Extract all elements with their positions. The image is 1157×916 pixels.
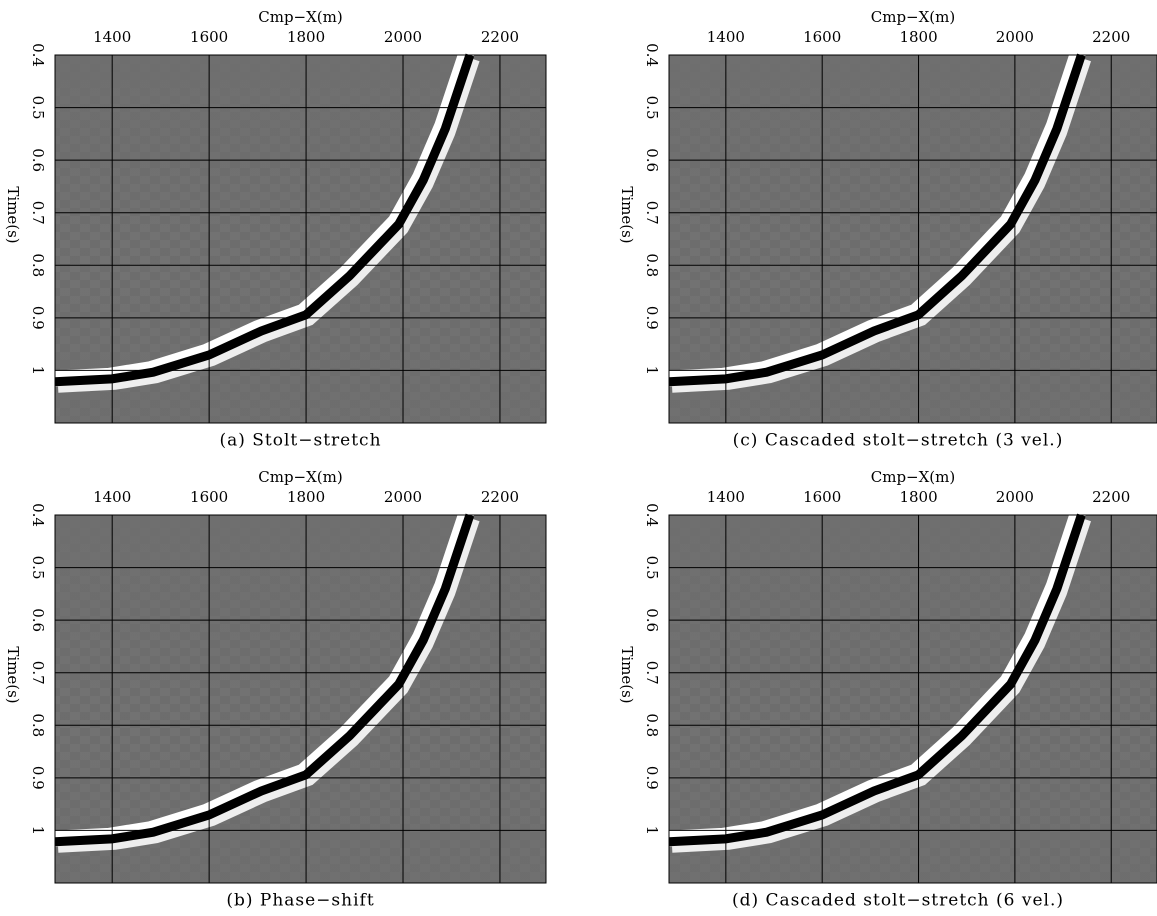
x-axis-label: Cmp−X(m) (258, 8, 342, 26)
panel: 1400 1600 1800 2000 2200 0.4 0.5 0.6 0.7 0.8 0.9 1 C… (4, 8, 547, 451)
y-tick-label: 0.8 (29, 253, 47, 277)
x-tick-label: 1600 (190, 488, 228, 506)
panel-caption: (a) Stolt−stretch (219, 431, 381, 451)
seismic-shade (669, 515, 1157, 883)
seismic-shade (55, 55, 546, 423)
x-tick-label: 1800 (899, 488, 937, 506)
seismic-shade (669, 55, 1157, 423)
x-tick-label: 1400 (707, 28, 745, 46)
seismic-event (54, 513, 475, 847)
y-tick-label: 0.6 (643, 608, 661, 632)
x-tick-label: 1600 (803, 488, 841, 506)
y-tick-label: 0.7 (643, 661, 661, 685)
y-tick-label: 0.9 (29, 306, 47, 330)
y-tick-label: 0.8 (643, 253, 661, 277)
y-tick-label: 0.7 (29, 661, 47, 685)
y-tick-label: 0.9 (643, 306, 661, 330)
y-tick-label: 0.4 (643, 503, 661, 527)
y-tick-label: 0.6 (29, 148, 47, 172)
x-tick-label: 2000 (384, 488, 422, 506)
y-tick-label: 0.6 (643, 148, 661, 172)
y-tick-label: 0.4 (643, 43, 661, 67)
y-tick-label: 1 (29, 366, 47, 376)
plot-frame (54, 514, 547, 884)
panel: 1400 1600 1800 2000 2200 0.4 0.5 0.6 0.7 0.8 0.9 1 C… (4, 468, 547, 911)
panel-caption: (b) Phase−shift (226, 891, 374, 911)
seismic-event (668, 53, 1086, 387)
x-tick-label: 1800 (287, 28, 325, 46)
panel-caption: (c) Cascaded stolt−stretch (3 vel.) (733, 431, 1064, 451)
x-tick-label: 1600 (803, 28, 841, 46)
y-tick-label: 1 (29, 826, 47, 836)
panel: 1400 1600 1800 2000 2200 0.4 0.5 0.6 0.7 0.8 0.9 1 C… (618, 468, 1157, 911)
x-axis-label: Cmp−X(m) (871, 8, 955, 26)
y-tick-label: 1 (643, 366, 661, 376)
plot-frame (54, 54, 547, 424)
panel-caption: (d) Cascaded stolt−stretch (6 vel.) (732, 891, 1064, 911)
x-tick-label: 1600 (190, 28, 228, 46)
x-tick-label: 2200 (1092, 488, 1130, 506)
x-tick-label: 1400 (93, 28, 131, 46)
x-tick-label: 2000 (996, 488, 1034, 506)
y-tick-label: 0.8 (29, 713, 47, 737)
y-axis-label: Time(s) (4, 646, 22, 703)
seismic-event (668, 513, 1086, 847)
x-tick-label: 1400 (93, 488, 131, 506)
y-tick-label: 0.4 (29, 503, 47, 527)
x-tick-label: 2200 (481, 28, 519, 46)
y-axis-label: Time(s) (4, 186, 22, 243)
plot-frame (668, 54, 1157, 424)
y-axis-label: Time(s) (618, 186, 636, 243)
y-tick-label: 0.6 (29, 608, 47, 632)
x-tick-label: 1400 (707, 488, 745, 506)
y-tick-label: 0.5 (29, 96, 47, 120)
y-tick-label: 0.4 (29, 43, 47, 67)
y-tick-label: 0.5 (643, 556, 661, 580)
y-axis-label: Time(s) (618, 646, 636, 703)
y-tick-label: 0.7 (643, 201, 661, 225)
seismic-event (54, 53, 475, 387)
y-tick-label: 0.8 (643, 713, 661, 737)
plot-frame (668, 514, 1157, 884)
seismic-shade (55, 515, 546, 883)
x-axis-label: Cmp−X(m) (258, 468, 342, 486)
x-tick-label: 1800 (899, 28, 937, 46)
y-tick-label: 0.9 (643, 766, 661, 790)
y-tick-label: 0.9 (29, 766, 47, 790)
y-tick-label: 1 (643, 826, 661, 836)
x-tick-label: 2200 (481, 488, 519, 506)
panel: 1400 1600 1800 2000 2200 0.4 0.5 0.6 0.7 0.8 0.9 1 C… (618, 8, 1157, 451)
x-tick-label: 2200 (1092, 28, 1130, 46)
x-axis-label: Cmp−X(m) (871, 468, 955, 486)
y-tick-label: 0.7 (29, 201, 47, 225)
x-tick-label: 1800 (287, 488, 325, 506)
x-tick-label: 2000 (996, 28, 1034, 46)
y-tick-label: 0.5 (29, 556, 47, 580)
y-tick-label: 0.5 (643, 96, 661, 120)
x-tick-label: 2000 (384, 28, 422, 46)
